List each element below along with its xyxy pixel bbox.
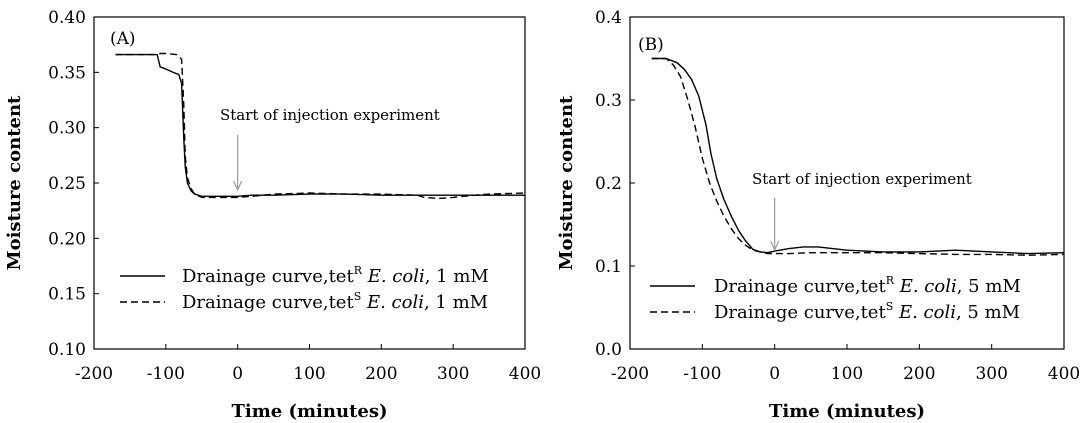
panel-a-chart: 0.10 0.15 0.20 0.25 0.30 0.35 0.40 -200 -100 0 100… xyxy=(4,8,541,422)
panel-a-y-tick-label: 0.40 xyxy=(48,8,86,28)
panel-b-x-tick-label: 300 xyxy=(975,364,1007,384)
panel-b-panel-label: (B) xyxy=(638,35,664,55)
panel-b-legend-label-tetS: Drainage curve,tetS E. coli, 5 mM xyxy=(714,300,1020,323)
panel-b-x-tick-label: 100 xyxy=(831,364,863,384)
panel-a-series-tetR-line xyxy=(115,53,525,197)
panel-a-x-axis-title: Time (minutes) xyxy=(232,401,388,422)
panel-a-y-tick-label: 0.20 xyxy=(48,229,86,249)
panel-a-x-tick-label: 0 xyxy=(232,364,243,384)
panel-b-y-tick-label: 0.2 xyxy=(595,174,622,194)
panel-b-series-tetR-line xyxy=(651,57,1065,255)
panel-b-x-tick-label: -200 xyxy=(611,364,649,384)
panel-b-x-axis-title: Time (minutes) xyxy=(769,401,925,422)
panel-a-x-tick-label: 200 xyxy=(365,364,397,384)
panel-a-legend-label-tetR: Drainage curve,tetR E. coli, 1 mM xyxy=(182,264,489,287)
panel-a-series-tetS-line xyxy=(115,52,526,200)
panel-a-x-tick-label: 400 xyxy=(509,364,541,384)
panel-b-chart: 0.0 0.1 0.2 0.3 0.4 -200 -100 0 100 200 300 400 Time… xyxy=(556,8,1080,422)
panel-a-legend-label-tetS: Drainage curve,tetS E. coli, 1 mM xyxy=(182,290,488,313)
panel-a-y-tick-label: 0.10 xyxy=(48,340,86,360)
panel-a-x-tick-label: -100 xyxy=(147,364,185,384)
panel-a-annotation-text: Start of injection experiment xyxy=(220,106,440,124)
panel-a-y-axis-title: Moisture content xyxy=(4,95,25,270)
panel-a-legend: Drainage curve,tetR E. coli, 1 mM Drainag… xyxy=(120,264,489,313)
panel-b-annotation-arrow xyxy=(770,198,780,252)
panel-a-x-tick-label: -200 xyxy=(75,364,113,384)
panel-a-x-tick-label: 300 xyxy=(437,364,469,384)
panel-b-y-tick-label: 0.3 xyxy=(595,91,622,111)
panel-b-annotation-text: Start of injection experiment xyxy=(752,170,972,188)
panel-b-legend: Drainage curve,tetR E. coli, 5 mM Drainag… xyxy=(650,274,1021,323)
panel-b-legend-label-tetR: Drainage curve,tetR E. coli, 5 mM xyxy=(714,274,1021,297)
panel-b-y-tick-label: 0.0 xyxy=(595,340,622,360)
panel-a-y-tick-label: 0.35 xyxy=(48,63,86,83)
panel-a-y-tick-label: 0.25 xyxy=(48,174,86,194)
panel-b-x-tick-label: 200 xyxy=(903,364,935,384)
panel-b-y-tick-label: 0.1 xyxy=(595,257,622,277)
panel-a-annotation-arrow xyxy=(233,135,243,192)
panel-b-x-tick-label: 400 xyxy=(1048,364,1080,384)
panel-b-x-tick-label: 0 xyxy=(769,364,780,384)
panel-a-panel-label: (A) xyxy=(110,29,136,49)
panel-b-y-axis-title: Moisture content xyxy=(556,95,577,270)
panel-a-y-tick-label: 0.30 xyxy=(48,119,86,139)
panel-b-series-tetS-line xyxy=(651,57,1065,256)
panel-a-y-tick-label: 0.15 xyxy=(48,285,86,305)
panel-a-x-tick-label: 100 xyxy=(293,364,325,384)
panel-b-y-tick-label: 0.4 xyxy=(595,8,622,28)
panel-b-x-tick-label: -100 xyxy=(683,364,721,384)
